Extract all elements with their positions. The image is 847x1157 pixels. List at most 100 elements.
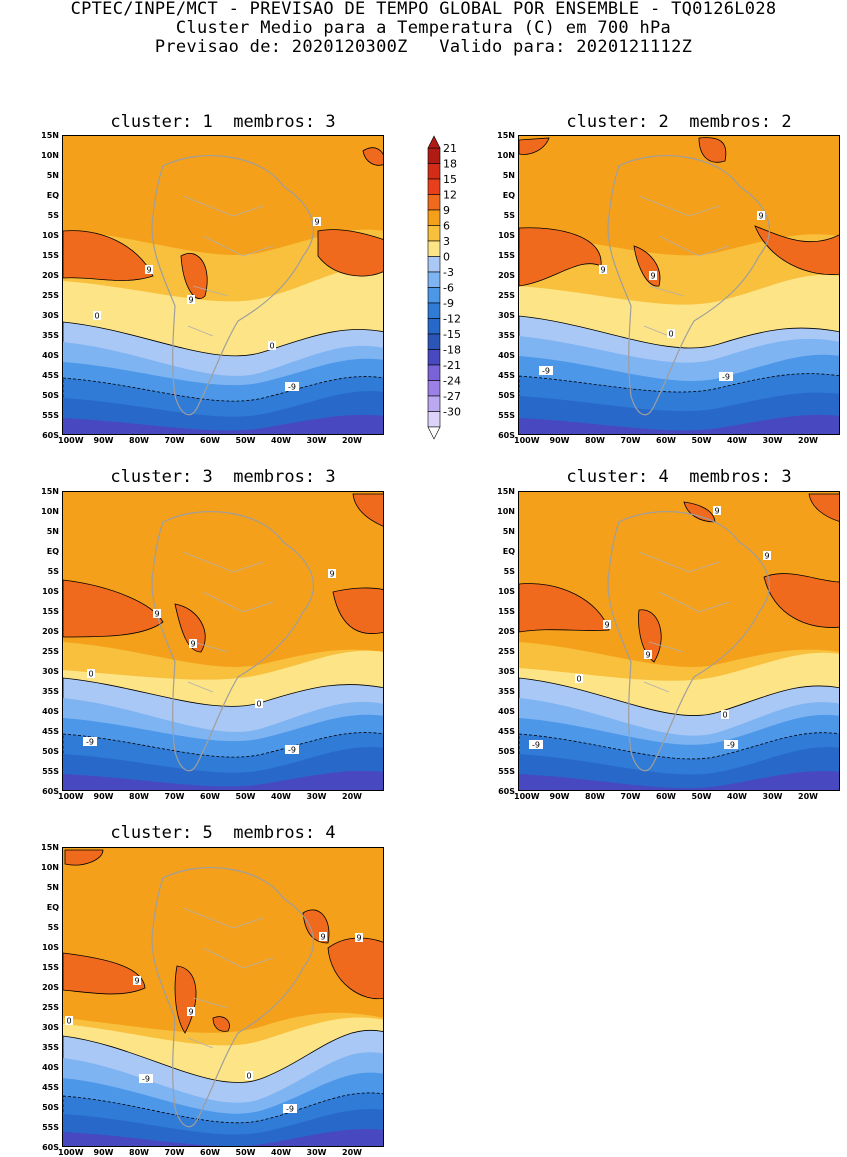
- latitude-tick-label: 45S: [498, 727, 515, 736]
- contour-label: 9: [187, 1007, 195, 1017]
- contour-label: 9: [319, 932, 327, 942]
- latitude-tick-label: 30S: [42, 667, 59, 676]
- longitude-tick-label: 20W: [342, 1148, 362, 1157]
- panel-title: cluster: 5 membros: 4: [110, 823, 336, 843]
- contour-label-text: -9: [142, 1075, 150, 1084]
- warm-contour-region: [63, 230, 154, 281]
- contour-label: -9: [83, 737, 97, 747]
- contour-label: -9: [539, 366, 553, 376]
- colorbar-level-label: 9: [443, 204, 450, 217]
- latitude-tick-label: 50S: [42, 391, 59, 400]
- latitude-tick-label: EQ: [46, 903, 59, 912]
- contour-label-text: 9: [190, 640, 195, 649]
- contour-label-text: -9: [288, 746, 296, 755]
- longitude-tick-label: 50W: [235, 1148, 256, 1157]
- longitude-tick-label: 90W: [93, 1148, 114, 1157]
- contour-label-text: -9: [86, 738, 94, 747]
- map-field: 9 9 9 9 0 0 -9 -9: [519, 492, 839, 790]
- country-borders: [182, 907, 274, 1049]
- contour-label-text: 9: [329, 570, 334, 579]
- latitude-tick-label: 10N: [41, 151, 59, 160]
- warm-contour-region: [808, 493, 839, 522]
- latitude-tick-label: 20S: [498, 627, 515, 636]
- latitude-tick-label: 10N: [497, 507, 515, 516]
- contour-label-text: -9: [532, 741, 540, 750]
- contour-label-text: 9: [758, 212, 763, 221]
- latitude-tick-label: 15N: [497, 131, 515, 140]
- temperature-colorbar: 21 18 15 12 9 6 3 0 -3 -6 -9 -12 -15 -18 -21 -24 -27 -30: [426, 134, 486, 448]
- colorbar-min-arrow: [427, 426, 441, 440]
- colorbar-level-label: 3: [443, 235, 450, 248]
- contour-label: -9: [719, 372, 733, 382]
- temperature-band: [63, 414, 383, 434]
- longitude-tick-label: 50W: [691, 792, 712, 801]
- contour-label-text: 0: [246, 1072, 251, 1081]
- contour-label-text: 9: [154, 610, 159, 619]
- colorbar-swatch: [427, 163, 441, 180]
- contour-label: 0: [667, 329, 675, 339]
- colorbar-swatch: [427, 411, 441, 428]
- latitude-tick-label: 15N: [497, 487, 515, 496]
- latitude-tick-label: 40S: [42, 707, 59, 716]
- latitude-tick-label: 35S: [42, 687, 59, 696]
- contour-label-text: 9: [356, 934, 361, 943]
- longitude-tick-label: 80W: [585, 792, 605, 801]
- latitude-tick-label: 5S: [47, 211, 59, 220]
- latitude-tick-label: 5N: [502, 171, 515, 180]
- latitude-tick-label: 35S: [498, 331, 515, 340]
- longitude-tick-label: 40W: [727, 436, 747, 445]
- longitude-tick-label: 20W: [798, 792, 818, 801]
- latitude-tick-label: 15S: [498, 251, 515, 260]
- latitude-tick-label: 25S: [498, 291, 515, 300]
- colorbar-level-label: -24: [443, 375, 461, 388]
- warm-contour-region: [754, 225, 839, 275]
- latitude-tick-label: 55S: [42, 767, 59, 776]
- latitude-tick-label: 55S: [42, 1123, 59, 1132]
- header-line-2: Cluster Medio para a Temperatura (C) em …: [175, 18, 672, 38]
- longitude-tick-label: 70W: [620, 792, 641, 801]
- colorbar-level-label: 0: [443, 251, 450, 264]
- latitude-tick-label: 5N: [46, 171, 59, 180]
- colorbar-level-label: 21: [443, 142, 457, 155]
- contour-label: 0: [245, 1071, 253, 1081]
- latitude-tick-label: 25S: [498, 647, 515, 656]
- warm-contour-region: [698, 137, 727, 163]
- contour-label: 9: [355, 933, 363, 943]
- longitude-tick-label: 70W: [164, 436, 185, 445]
- latitude-tick-label: 50S: [498, 747, 515, 756]
- longitude-tick-label: 30W: [762, 436, 783, 445]
- latitude-tick-label: 15S: [498, 607, 515, 616]
- contour-label-text: 9: [645, 651, 650, 660]
- contour-label: -9: [724, 740, 738, 750]
- latitude-tick-label: 45S: [42, 727, 59, 736]
- contour-label: 9: [328, 569, 336, 579]
- contour-label-text: 0: [66, 1017, 71, 1026]
- latitude-tick-label: 10S: [42, 943, 59, 952]
- latitude-tick-label: 60S: [42, 1143, 59, 1152]
- warm-contour-region: [174, 603, 206, 653]
- longitude-tick-label: 100W: [58, 436, 84, 445]
- colorbar-swatch: [427, 349, 441, 366]
- contour-label-text: -9: [722, 373, 730, 382]
- map-field: 9 9 9 0 0 -9 -9: [63, 492, 383, 790]
- warm-contour-region: [332, 587, 383, 634]
- longitude-tick-label: 50W: [235, 792, 256, 801]
- latitude-tick-label: 15N: [41, 487, 59, 496]
- longitude-tick-label: 90W: [93, 792, 114, 801]
- figure-header: CPTEC/INPE/MCT - PREVISAO DE TEMPO GLOBA…: [0, 0, 847, 57]
- contour-label-text: 9: [604, 621, 609, 630]
- contour-label: -9: [285, 382, 299, 392]
- contour-label-text: -9: [542, 367, 550, 376]
- latitude-tick-label: 30S: [498, 311, 515, 320]
- contour-label-text: -9: [286, 1105, 294, 1114]
- longitude-tick-label: 80W: [585, 436, 605, 445]
- latitude-tick-label: 20S: [42, 983, 59, 992]
- longitude-tick-label: 70W: [164, 1148, 185, 1157]
- longitude-tick-label: 100W: [58, 792, 84, 801]
- latitude-tick-label: 45S: [42, 1083, 59, 1092]
- colorbar-swatch: [427, 147, 441, 164]
- contour-label-text: 9: [188, 1008, 193, 1017]
- colorbar-swatch: [427, 271, 441, 288]
- contour-label-text: 9: [134, 977, 139, 986]
- colorbar-level-label: 12: [443, 189, 457, 202]
